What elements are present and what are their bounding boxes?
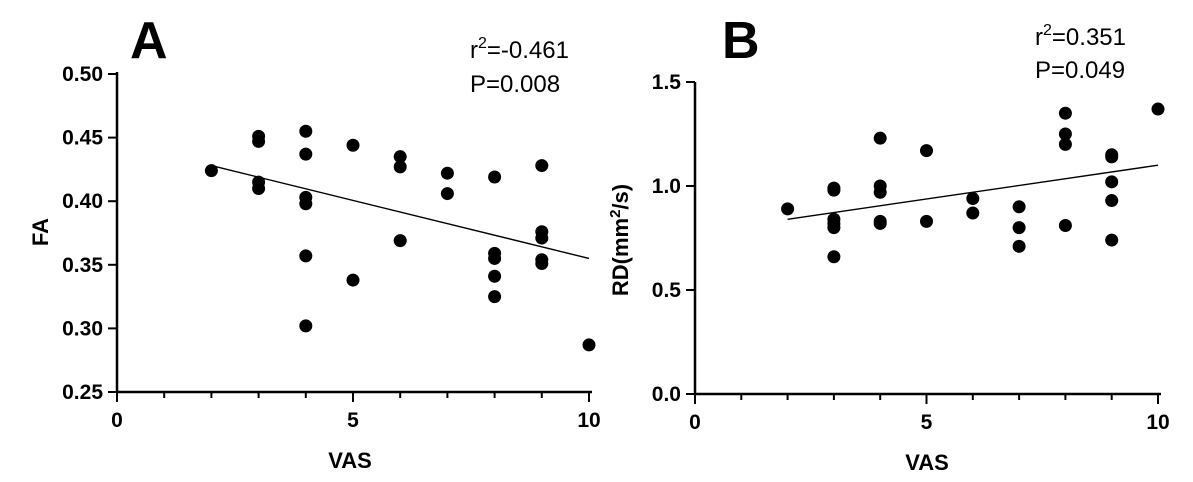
panel-b-x-tick-label: 5 [921,411,933,434]
panel-b-data-point [1105,194,1119,208]
panel-b-data-point [1105,175,1119,189]
panel-b-data-point [1012,221,1026,235]
panel-a-data-point [252,181,266,195]
panel-a-data-point [488,251,502,265]
panel-b-r-squared: r2=0.351 [1035,22,1126,51]
panel-b-data-point [1058,106,1072,120]
panel-b-data-point [1058,137,1072,151]
panel-b-data-point [827,221,841,235]
panel-a-data-point [346,138,360,152]
panel-a-data-point [299,197,313,211]
panel-a-x-tick-label: 0 [111,409,123,432]
panel-b-data-point [873,131,887,145]
panel-a-data-point [299,249,313,263]
panel-a-data-point [393,234,407,248]
panel-a-data-point [488,290,502,304]
panel-a-y-tick-label: 0.30 [62,317,103,340]
panel-a-data-point [582,338,596,352]
panel-a-regression-line [211,164,590,260]
panel-b-x-tick-label: 0 [689,411,701,434]
panel-b-data-point [781,202,795,216]
panel-b-data-point [873,216,887,230]
panel-a-data-point [535,257,549,271]
panel-a-points [204,124,596,352]
panel-a-x-tick-label: 5 [347,409,359,432]
panel-b-data-point [1058,127,1072,141]
panel-a-data-point [299,319,313,333]
panel-a-data-point [252,134,266,148]
panel-b-x-ticks: 0 5 10 [689,394,1170,434]
panel-a-data-point [299,147,313,161]
panel-a-data-point [488,269,502,283]
panel-b-data-point [966,191,980,205]
panel-b-data-point [966,206,980,220]
panel-b-data-point [873,185,887,199]
panel-b-y-tick-label: 0.5 [652,279,682,302]
panel-b-x-axis-title: VAS [905,450,949,475]
panel-b-y-axis-title: RD(mm2/s) [607,184,633,296]
panel-b-data-point [920,144,933,158]
panel-a-y-tick-label: 0.45 [62,127,103,150]
panel-a-x-ticks: 0 5 10 [111,392,601,432]
panel-a-y-ticks: 0.25 0.30 0.35 0.40 0.45 0.50 [62,63,117,404]
panel-a-data-point [393,160,407,174]
panel-b-data-point [1058,219,1072,233]
panel-b-data-point [827,250,841,264]
panel-b-y-ticks: 0.0 0.5 1.0 1.5 [652,71,695,406]
panel-a-data-point [393,150,407,164]
panel-b-data-point [1012,239,1026,253]
panel-b: B r2=0.351 P=0.049 0.0 0.5 1.0 1.5 0 5 10 VAS… [607,12,1170,475]
panel-b-data-point [1105,233,1119,247]
panel-a-data-point [346,273,360,287]
panel-a-data-point [440,187,454,201]
panel-a-data-point [440,166,454,180]
panel-a: A r2=-0.461 P=0.008 0.25 0.30 0.35 0.40 0.45… [28,12,601,473]
panel-a-r-squared: r2=-0.461 [470,35,569,64]
panel-b-y-tick-label: 1.5 [652,71,682,94]
panel-b-letter: B [722,12,760,70]
panel-a-y-tick-label: 0.50 [62,63,103,86]
panel-b-p-value: P=0.049 [1035,57,1125,84]
panel-a-data-point [204,164,218,178]
panel-b-x-tick-label: 10 [1146,411,1169,434]
panel-a-data-point [488,170,502,184]
panel-a-x-tick-label: 10 [577,409,600,432]
panel-b-data-point [1012,200,1026,214]
panel-a-y-tick-label: 0.25 [62,381,103,404]
panel-a-y-tick-label: 0.40 [62,190,103,213]
panel-b-y-tick-label: 0.0 [652,383,681,406]
panel-a-y-axis-title: FA [28,218,53,246]
panel-b-y-tick-label: 1.0 [652,175,681,198]
panel-a-x-axis-title: VAS [328,448,372,473]
panel-a-letter: A [130,12,168,70]
panel-b-points [781,102,1165,264]
panel-a-p-value: P=0.008 [470,71,560,98]
panel-b-data-point [827,183,841,197]
panel-a-data-point [535,231,549,245]
panel-a-data-point [299,124,313,138]
panel-a-data-point [535,159,549,173]
panel-b-data-point [1151,102,1165,116]
panel-a-y-tick-label: 0.35 [62,254,103,277]
panel-b-data-point [920,214,933,228]
panel-b-data-point [1105,150,1119,164]
